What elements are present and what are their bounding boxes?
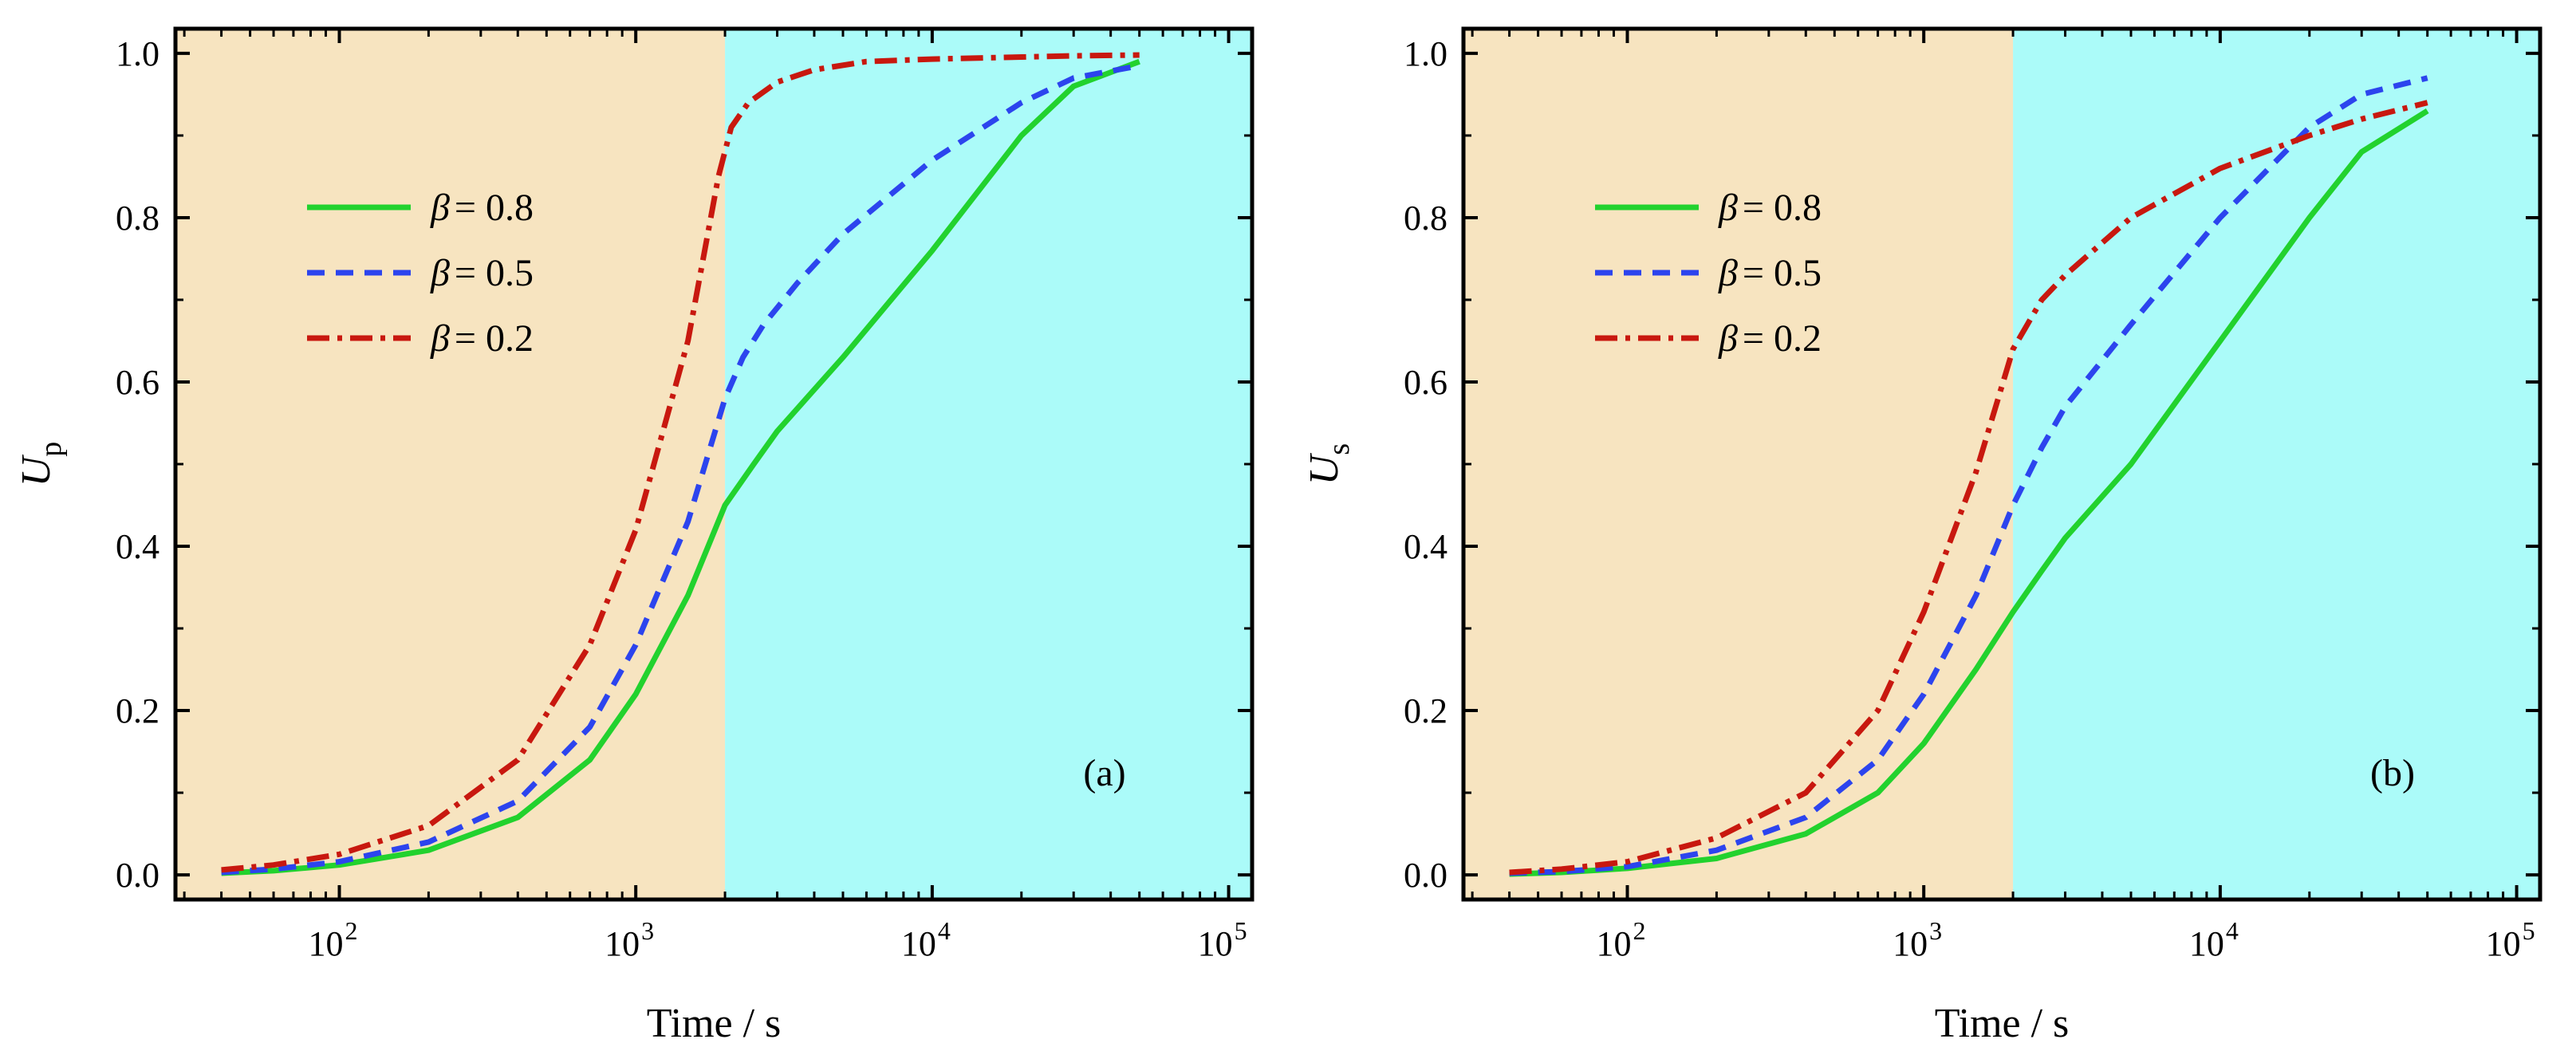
x-tick-label: 104 xyxy=(2189,916,2239,963)
y-axis-title: Us xyxy=(1302,443,1356,485)
panel-label: (a) xyxy=(1083,752,1125,794)
shaded-region-2 xyxy=(725,29,1252,900)
y-tick-label: 0.8 xyxy=(1404,199,1448,238)
x-tick-label: 105 xyxy=(2486,916,2535,963)
shaded-region-1 xyxy=(175,29,726,900)
x-tick-label: 102 xyxy=(1596,916,1645,963)
legend-label: β = 0.2 xyxy=(1718,317,1822,360)
legend-label: β = 0.5 xyxy=(430,252,534,294)
panel-label: (b) xyxy=(2370,752,2415,794)
x-tick-label: 103 xyxy=(605,916,654,963)
y-axis-title: Up xyxy=(14,442,68,487)
series-line-beta-08 xyxy=(1509,108,2429,877)
shaded-region-1 xyxy=(1463,29,2014,900)
y-tick-label: 0.0 xyxy=(116,856,160,895)
y-tick-label: 0.0 xyxy=(1404,856,1448,895)
y-tick-label: 0.8 xyxy=(116,199,160,238)
series-line-beta-05 xyxy=(1509,75,2428,876)
y-tick-label: 0.4 xyxy=(116,527,160,566)
series-line-beta-02 xyxy=(1509,100,2428,876)
y-tick-label: 1.0 xyxy=(116,34,160,73)
x-tick-label: 105 xyxy=(1198,916,1247,963)
x-tick-label: 102 xyxy=(308,916,357,963)
x-axis-title: Time / s xyxy=(1935,1001,2070,1046)
x-axis-title: Time / s xyxy=(647,1001,782,1046)
y-tick-label: 0.6 xyxy=(116,363,160,402)
legend-label: β = 0.8 xyxy=(430,187,534,229)
y-tick-label: 0.6 xyxy=(1404,363,1448,402)
y-tick-label: 0.2 xyxy=(1404,691,1448,730)
series-line-beta-02 xyxy=(221,52,1140,873)
panel-a: 0.0 0.2 0.4 0.6 0.8 1.0 102 103 104 105 Time / s Up… xyxy=(14,26,1255,1046)
series-line-beta-05 xyxy=(221,62,1140,876)
y-tick-label: 0.2 xyxy=(116,691,160,730)
series-line-beta-08 xyxy=(221,58,1140,876)
legend-label: β = 0.8 xyxy=(1718,187,1822,229)
y-tick-label: 0.4 xyxy=(1404,527,1448,566)
legend-label: β = 0.2 xyxy=(430,317,534,360)
x-tick-label: 104 xyxy=(901,916,951,963)
legend-label: β = 0.5 xyxy=(1718,252,1822,294)
x-tick-label: 103 xyxy=(1893,916,1942,963)
y-tick-label: 1.0 xyxy=(1404,34,1448,73)
shaded-region-2 xyxy=(2013,29,2540,900)
panel-b: 0.0 0.2 0.4 0.6 0.8 1.0 102 103 104 105 Time / s Us… xyxy=(1302,26,2543,1046)
